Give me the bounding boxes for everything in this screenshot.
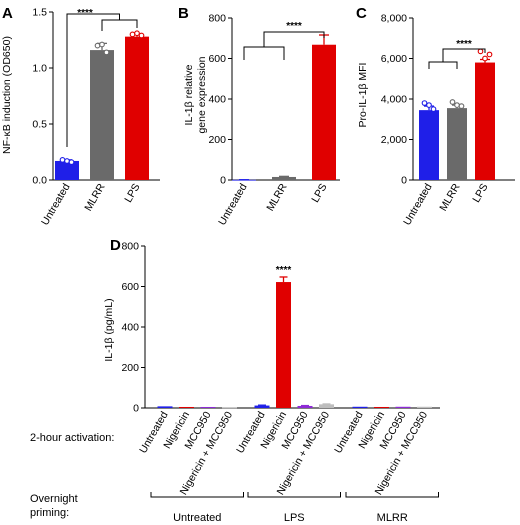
bar-mcc950 — [395, 406, 411, 408]
panel-label-a: A — [2, 5, 13, 22]
x-tick-label: MLRR — [264, 181, 289, 213]
data-point — [421, 100, 428, 106]
ylabel-a: NF-κB induction (OD650) — [1, 36, 13, 154]
priming-bracket — [345, 492, 439, 498]
y-tick-label: 4,000 — [381, 94, 407, 106]
y-tick-label: 400 — [121, 322, 139, 334]
ylabel-b-line1: IL-1β relative — [183, 64, 195, 125]
x-tick-label: Untreated — [401, 181, 435, 227]
y-tick-label: 600 — [121, 281, 139, 293]
bar-nigericin — [276, 282, 291, 408]
y-tick-label: 0 — [401, 175, 407, 187]
row-label-activation: 2-hour activation: — [30, 432, 114, 444]
y-tick-label: 200 — [121, 362, 139, 374]
bar-untreated — [254, 405, 270, 408]
bar-untreated — [352, 406, 368, 408]
bar-mlrr — [447, 108, 467, 180]
y-tick-label: 0 — [133, 403, 139, 415]
priming-label: LPS — [284, 512, 305, 524]
y-tick-label: 800 — [121, 241, 139, 253]
x-tick-label: Untreated — [216, 181, 250, 227]
x-tick-label: LPS — [122, 182, 142, 205]
chart-pro-il1b-mfi: 0 2,000 4,000 6,000 8,000 Untreated MLRR LPS ***… — [381, 13, 515, 227]
row-label-priming-2: priming: — [30, 507, 69, 519]
x-tick-label: LPS — [470, 182, 490, 205]
bar-nigericin — [374, 406, 389, 408]
bar-nigericin — [179, 406, 194, 408]
chart-nfkb-induction: 0.0 0.5 1.0 1.5 Untreated MLRR LPS **** — [32, 7, 160, 227]
data-point — [59, 156, 66, 163]
data-point — [430, 106, 437, 112]
ylabel-d: IL-1β (pg/mL) — [103, 298, 115, 361]
data-point — [99, 41, 105, 48]
y-tick-label: 0 — [220, 175, 226, 187]
significance-bracket — [263, 31, 325, 47]
bar-nigericin-mcc950 — [319, 404, 334, 408]
y-tick-label: 2,000 — [381, 134, 407, 146]
x-tick-label: LPS — [309, 182, 329, 205]
y-tick-label: 600 — [208, 53, 226, 65]
significance-label: **** — [77, 8, 93, 19]
priming-bracket — [247, 492, 341, 498]
bar-nigericin-mcc950 — [417, 406, 432, 408]
bar-mlrr — [272, 176, 296, 180]
data-point — [449, 99, 456, 105]
data-point — [458, 103, 465, 109]
ylabel-c: Pro-IL-1β MFI — [357, 63, 369, 128]
data-point — [482, 55, 488, 62]
significance-bracket — [442, 48, 486, 62]
bar-lps — [125, 36, 149, 180]
significance-label: **** — [456, 39, 472, 50]
ylabel-b-line2: gene expression — [196, 56, 208, 133]
significance-label: **** — [286, 21, 302, 32]
bar-lps — [475, 62, 495, 180]
data-point — [477, 48, 484, 55]
data-point — [486, 51, 493, 58]
bar-lps — [312, 44, 336, 181]
panel-label-c: C — [356, 5, 367, 22]
chart-il1b-secretion: 0200400600800UntreatedNigericinMCC950Nig… — [121, 241, 440, 524]
significance-bracket — [243, 46, 285, 60]
data-point — [94, 42, 101, 49]
bar-untreated — [157, 406, 173, 408]
y-tick-label: 8,000 — [381, 13, 407, 25]
data-point — [454, 102, 460, 108]
bar-untreated — [55, 160, 79, 180]
y-tick-label: 1.5 — [32, 7, 47, 19]
priming-label: MLRR — [377, 512, 408, 524]
data-point — [103, 49, 110, 56]
chart-il1b-gene-expression: 0 200 400 600 800 Untreated MLRR LPS **** — [208, 13, 340, 227]
y-tick-label: 400 — [208, 94, 226, 106]
y-tick-label: 0.0 — [32, 175, 47, 187]
significance-label: **** — [276, 265, 292, 276]
y-tick-label: 1.0 — [32, 63, 47, 75]
panel-label-b: B — [178, 5, 189, 22]
y-tick-label: 800 — [208, 13, 226, 25]
data-point — [138, 32, 145, 39]
significance-bracket — [66, 13, 120, 147]
data-point — [64, 158, 70, 164]
data-point — [129, 31, 136, 38]
data-point — [426, 102, 432, 108]
bar-mcc950 — [297, 405, 313, 408]
panel-label-d: D — [110, 237, 121, 254]
significance-bracket — [428, 61, 458, 69]
y-tick-label: 200 — [208, 134, 226, 146]
bar-nigericin-mcc950 — [222, 407, 237, 409]
data-point — [68, 159, 75, 165]
y-tick-label: 0.5 — [32, 119, 47, 131]
bar-mcc950 — [200, 406, 216, 408]
priming-label: Untreated — [173, 512, 221, 524]
significance-bracket — [101, 19, 138, 31]
y-tick-label: 6,000 — [381, 53, 407, 65]
x-tick-label: MLRR — [437, 181, 462, 213]
x-tick-label: Untreated — [39, 181, 73, 227]
bar-mlrr — [90, 50, 114, 180]
priming-bracket — [150, 492, 244, 498]
row-label-priming-1: Overnight — [30, 493, 78, 505]
x-tick-label: MLRR — [82, 181, 107, 213]
data-point — [134, 30, 140, 37]
bar-untreated — [419, 110, 439, 180]
